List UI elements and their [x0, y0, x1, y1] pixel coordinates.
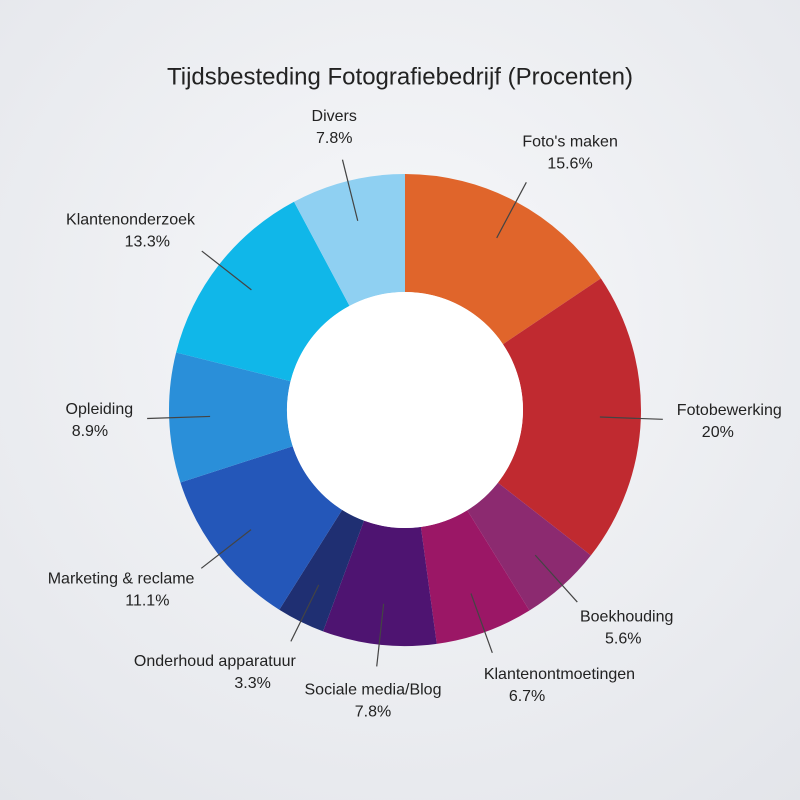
slice-label: Sociale media/Blog: [305, 681, 442, 698]
leader-line: [599, 416, 663, 420]
value-label: 5.6%: [605, 631, 641, 648]
value-label: 11.1%: [125, 592, 169, 609]
leader-line: [200, 529, 252, 569]
leader-line: [290, 584, 320, 642]
leader-line: [376, 603, 385, 667]
slice-label: Klantenonderzoek: [66, 211, 196, 228]
value-label: 8.9%: [72, 423, 108, 440]
donut-slice: [294, 174, 405, 306]
donut-slice: [176, 201, 350, 382]
slice-label: Foto's maken: [522, 134, 618, 151]
donut-hole: [287, 292, 523, 528]
slice-label: Klantenontmoetingen: [484, 666, 635, 683]
slice-label: Marketing & reclame: [48, 570, 195, 587]
donut-slice: [405, 174, 601, 345]
donut-slice: [420, 510, 530, 644]
value-label: 6.7%: [509, 688, 545, 705]
donut-slice: [168, 352, 293, 483]
value-label: 7.8%: [355, 703, 391, 720]
donut-slice: [497, 278, 641, 556]
donut-slice: [323, 520, 437, 646]
leader-line: [470, 593, 493, 653]
leader-line: [534, 554, 578, 603]
chart-title: Tijdsbesteding Fotografiebedrijf (Procen…: [167, 63, 633, 90]
value-label: 7.8%: [316, 130, 352, 147]
slice-label: Fotobewerking: [677, 402, 782, 419]
donut-slice: [180, 446, 343, 610]
slice-label: Divers: [312, 108, 357, 125]
donut-slice: [467, 482, 591, 611]
value-label: 13.3%: [125, 233, 170, 250]
slice-label: Opleiding: [66, 401, 134, 418]
slice-label: Onderhoud apparatuur: [134, 653, 297, 670]
leader-line: [496, 182, 527, 239]
leader-line: [341, 159, 359, 221]
value-label: 20%: [702, 424, 734, 441]
value-label: 15.6%: [547, 156, 592, 173]
donut-slice: [279, 509, 365, 632]
leader-line: [201, 250, 252, 291]
value-label: 3.3%: [234, 675, 270, 692]
leader-line: [147, 415, 211, 420]
slice-label: Boekhouding: [580, 609, 673, 626]
